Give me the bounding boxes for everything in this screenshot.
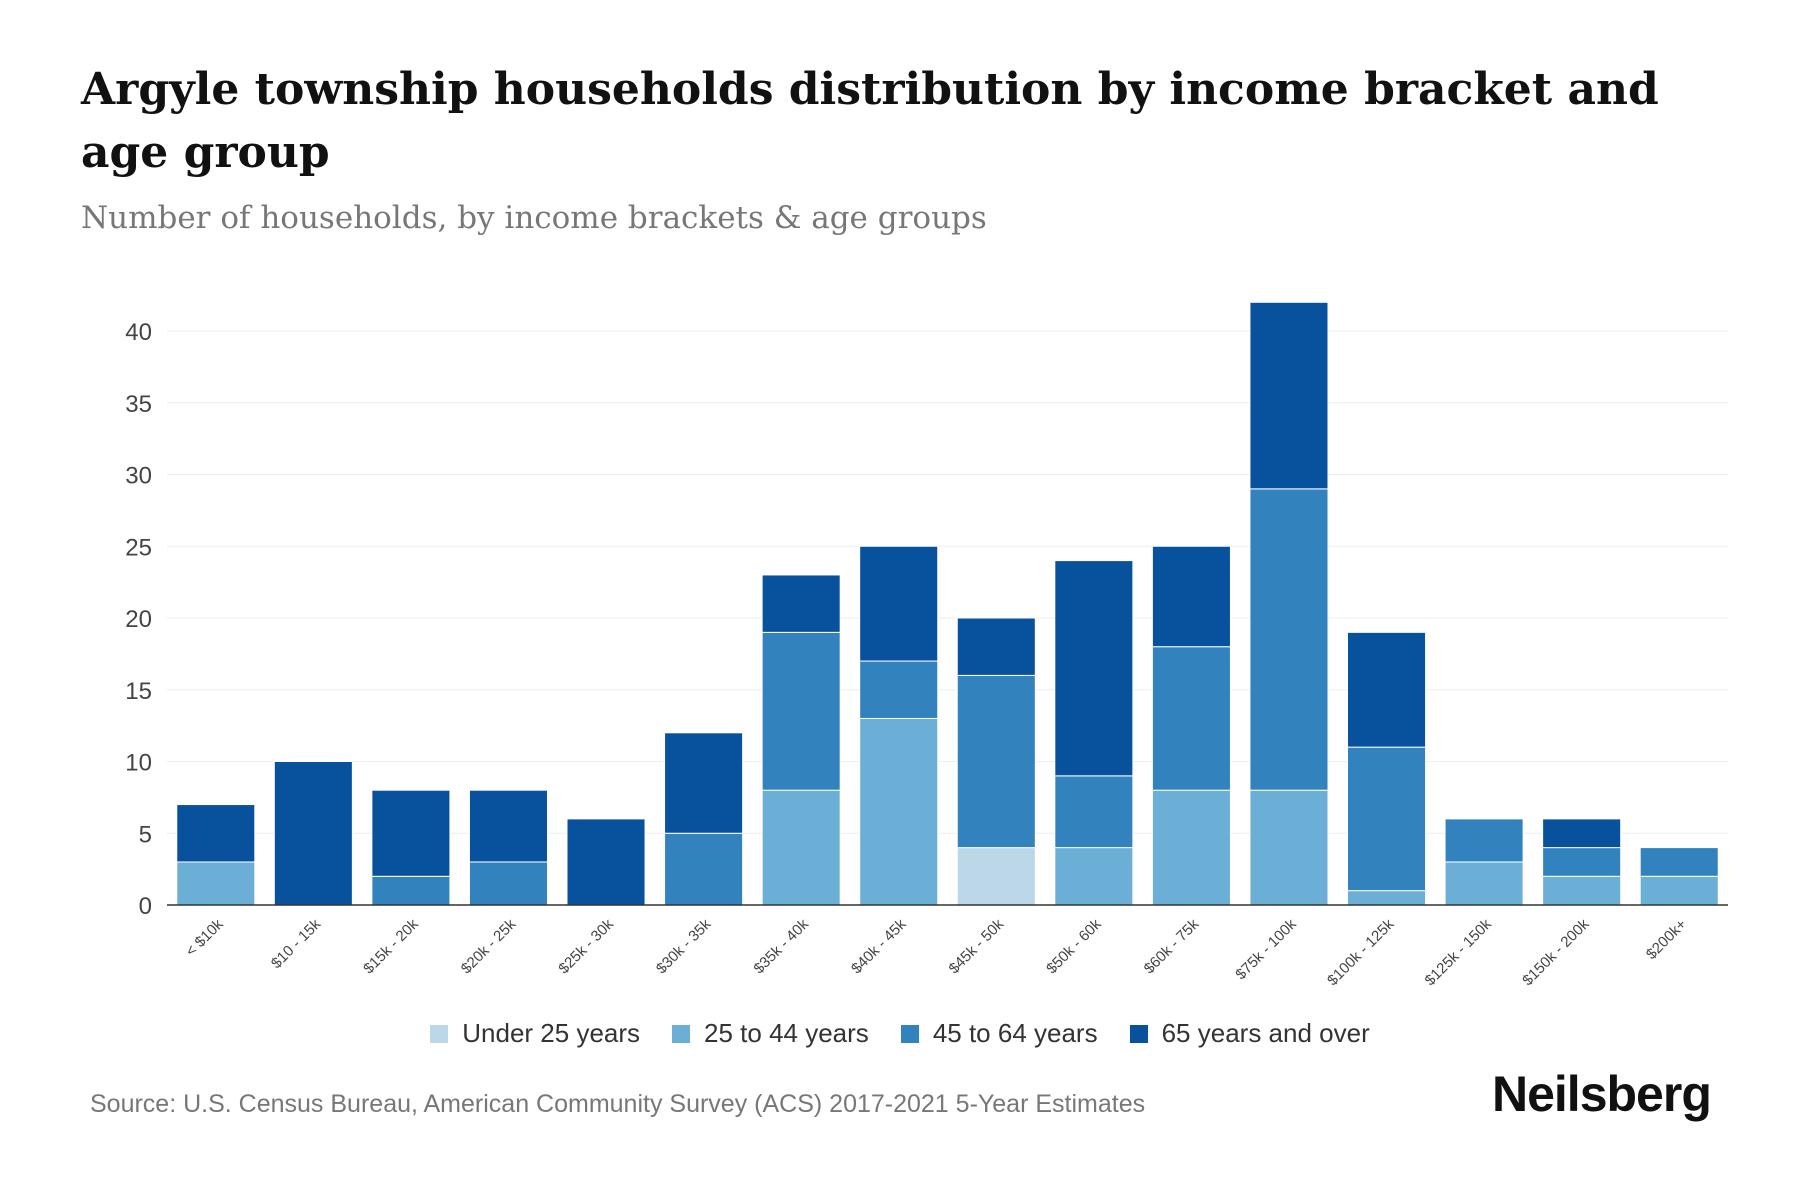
bar-segment — [1542, 847, 1622, 877]
bar-segment — [468, 789, 548, 863]
legend-label: Under 25 years — [462, 1018, 641, 1048]
x-tick-label: $50k - 60k — [1043, 915, 1105, 977]
legend-item: 25 to 44 years — [672, 1018, 869, 1049]
legend-swatch — [672, 1024, 691, 1043]
bar-segment — [1444, 818, 1524, 863]
legend-label: 25 to 44 years — [704, 1018, 869, 1048]
bar-segment — [176, 861, 256, 906]
x-tick-label: $75k - 100k — [1232, 915, 1300, 983]
x-tick-label: $25k - 30k — [555, 915, 617, 977]
bar-segment — [664, 732, 744, 834]
bar-segment — [1151, 646, 1231, 791]
legend-swatch — [900, 1024, 919, 1043]
bar-segment — [1639, 847, 1719, 877]
legend: Under 25 years 25 to 44 years 45 to 64 yea… — [0, 1018, 1800, 1049]
y-tick-label: 40 — [125, 319, 152, 346]
chart-title: Argyle township households distribution … — [81, 64, 1659, 178]
x-tick-label: $150k - 200k — [1519, 915, 1593, 989]
legend-item: Under 25 years — [430, 1018, 640, 1049]
stacked-bar-chart: 0 5 10 15 20 25 30 35 40 < $10k $10 - 15k $15k - 20… — [125, 301, 1728, 989]
bar-segment — [1542, 875, 1622, 906]
bar-segment — [859, 717, 939, 906]
y-tick-label: 25 — [125, 534, 152, 561]
bar-segment — [1054, 847, 1134, 906]
source-note: Source: U.S. Census Bureau, American Com… — [90, 1090, 1146, 1118]
bar-segment — [956, 617, 1036, 676]
bar-segment — [664, 832, 744, 906]
bar-segment — [1151, 545, 1231, 648]
bar-segment — [761, 574, 841, 633]
legend-item: 45 to 64 years — [900, 1018, 1098, 1049]
bar-segment — [1249, 488, 1329, 791]
bar-segment — [1249, 301, 1329, 490]
bar-segment — [956, 847, 1036, 906]
legend-label: 65 years and over — [1161, 1018, 1370, 1048]
legend-label: 45 to 64 years — [932, 1018, 1098, 1048]
bar-segment — [1639, 875, 1719, 906]
x-tick-label: $30k - 35k — [653, 915, 715, 977]
x-tick-label: $125k - 150k — [1422, 915, 1496, 989]
legend-item: 65 years and over — [1129, 1018, 1370, 1049]
x-tick-label: $20k - 25k — [458, 915, 520, 977]
x-tick-label: $100k - 125k — [1324, 915, 1398, 989]
bar-segment — [273, 761, 353, 906]
bar-segment — [1444, 861, 1524, 906]
legend-swatch — [1129, 1024, 1148, 1043]
x-tick-label: < $10k — [182, 915, 227, 960]
bar-segment — [761, 789, 841, 906]
bar-segment — [1542, 818, 1622, 849]
bar-segment — [1054, 775, 1134, 849]
bar-segment — [1151, 789, 1231, 906]
bar-segment — [566, 818, 646, 906]
x-tick-label: $60k - 75k — [1141, 915, 1203, 977]
bar-segment — [956, 674, 1036, 849]
x-tick-label: $40k - 45k — [848, 915, 910, 977]
bar-segment — [1249, 789, 1329, 906]
bar-segment — [371, 875, 451, 906]
legend-swatch — [430, 1024, 449, 1043]
y-tick-label: 15 — [125, 678, 152, 705]
x-tick-label: $200k+ — [1643, 916, 1690, 963]
bar-segment — [1347, 890, 1427, 906]
y-tick-label: 0 — [139, 893, 152, 920]
bar-segment — [859, 660, 939, 719]
x-tick-label: $45k - 50k — [946, 915, 1008, 977]
bar-segment — [176, 804, 256, 863]
bar-segment — [1347, 631, 1427, 748]
chart-subtitle: Number of households, by income brackets… — [81, 200, 987, 236]
y-tick-label: 10 — [125, 750, 152, 777]
y-tick-label: 20 — [125, 606, 152, 633]
bar-segment — [1347, 746, 1427, 892]
bar-segment — [761, 631, 841, 791]
neilsberg-logo: Neilsberg — [1492, 1066, 1712, 1122]
bar-segment — [1054, 560, 1134, 777]
y-tick-label: 5 — [139, 821, 152, 848]
bar-segment — [468, 861, 548, 906]
bar-segment — [371, 789, 451, 877]
y-tick-label: 30 — [125, 463, 152, 490]
x-tick-label: $15k - 20k — [360, 915, 422, 977]
x-tick-label: $35k - 40k — [750, 915, 812, 977]
y-tick-label: 35 — [125, 391, 152, 418]
x-tick-label: $10 - 15k — [268, 915, 325, 972]
bar-segment — [859, 545, 939, 662]
